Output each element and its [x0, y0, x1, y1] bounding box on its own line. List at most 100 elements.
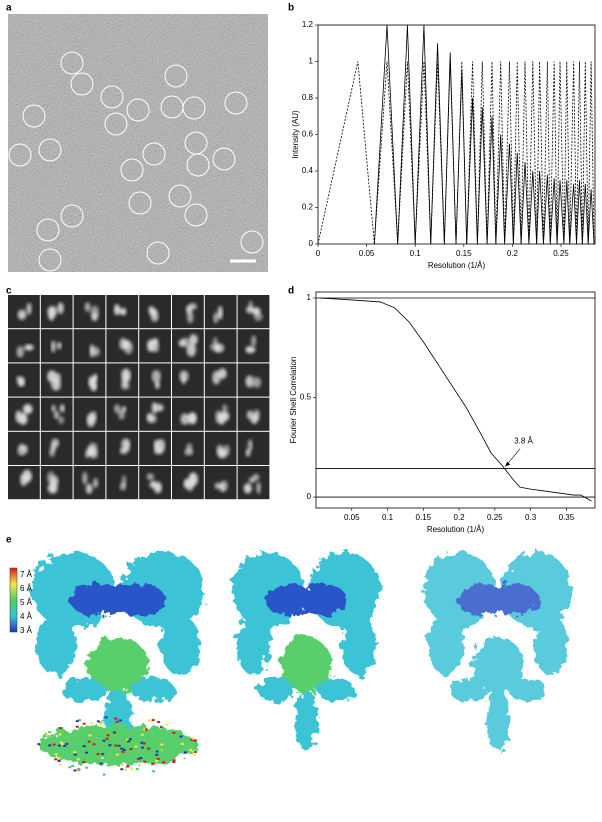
class-blob: [88, 373, 98, 392]
density-speck: [73, 753, 77, 756]
class-tile: [8, 329, 40, 363]
class-blob: [215, 404, 230, 425]
class-density: [50, 442, 56, 453]
class-density: [47, 305, 58, 318]
class-density: [217, 411, 226, 425]
annotation-arrowhead: [505, 461, 511, 467]
class-tile: [40, 431, 73, 465]
particle-circle: [186, 153, 210, 177]
density-speck: [59, 741, 63, 744]
particle-circle: [164, 64, 188, 88]
class-blob: [47, 471, 59, 494]
density-speck: [126, 738, 130, 741]
y-tick-label: 1: [309, 57, 314, 66]
density-speck: [102, 739, 106, 742]
class-blob: [146, 473, 162, 494]
density-speck: [161, 756, 165, 759]
panel-label: d: [288, 286, 294, 297]
density-speck: [181, 742, 185, 745]
class-density: [19, 443, 25, 451]
density-speck: [195, 748, 199, 751]
class-density: [245, 306, 256, 314]
class-blob: [243, 473, 261, 494]
x-tick-label: 0: [316, 249, 321, 258]
plot-frame: [315, 291, 596, 509]
class-blob: [180, 412, 197, 425]
class-density: [119, 307, 127, 316]
class-density: [15, 375, 22, 382]
class-density: [90, 305, 100, 319]
density-speck: [189, 752, 193, 755]
density-speck: [115, 753, 119, 756]
density-speck: [161, 724, 165, 727]
density-map: [424, 552, 572, 750]
x-axis-label: Resolution (1/Å): [427, 525, 485, 534]
density-speck: [85, 766, 89, 769]
class-blob: [47, 302, 64, 321]
class-density: [18, 412, 28, 425]
y-axis-label: Fourier Shell Correlation: [289, 357, 298, 444]
class-density: [151, 370, 161, 383]
class-density: [189, 334, 198, 345]
class-blob: [184, 443, 194, 456]
class-blob: [49, 438, 60, 457]
density-speck: [57, 759, 61, 762]
density-speck: [143, 760, 147, 763]
class-tile: [73, 329, 106, 363]
density-speck: [75, 725, 79, 728]
class-blob: [212, 368, 227, 385]
density-speck: [101, 721, 105, 724]
density-speck: [155, 759, 159, 762]
class-density: [214, 482, 223, 490]
class-density: [256, 481, 261, 494]
density-speck: [189, 748, 193, 751]
density-speck: [107, 740, 111, 743]
density-speck: [58, 727, 62, 730]
class-blob: [51, 404, 65, 424]
density-speck: [48, 731, 52, 734]
density-speck: [165, 723, 169, 726]
class-density: [85, 483, 93, 495]
colorbar: [9, 567, 18, 633]
class-density: [180, 413, 190, 425]
density-blob: [509, 678, 547, 702]
class-density: [118, 409, 125, 420]
class-density: [16, 346, 24, 358]
class-blob: [114, 404, 127, 420]
density-speck: [143, 728, 147, 731]
density-speck: [115, 720, 119, 723]
density-speck: [60, 743, 64, 746]
particle-circle: [212, 147, 236, 171]
class-density: [54, 410, 59, 420]
class-density: [82, 471, 88, 485]
class-blob: [84, 442, 99, 459]
density-speck: [73, 751, 77, 754]
density-speck: [71, 765, 75, 768]
density-speck: [110, 720, 114, 723]
class-density: [57, 302, 64, 314]
density-speck: [160, 743, 164, 746]
density-speck: [118, 719, 122, 722]
density-speck: [147, 719, 151, 722]
class-blob: [15, 403, 33, 425]
class-density: [121, 475, 127, 488]
class-density: [246, 375, 255, 388]
density-speck: [102, 773, 106, 776]
density-speck: [152, 770, 156, 773]
particle-circle: [38, 248, 62, 272]
particle-circle: [184, 203, 208, 227]
density-speck: [193, 751, 197, 754]
particle-circle: [60, 51, 84, 75]
density-blob: [236, 615, 271, 675]
density-speck: [128, 738, 132, 741]
class-density: [58, 416, 65, 424]
density-speck: [82, 758, 86, 761]
class-density: [219, 480, 229, 492]
density-blob: [294, 690, 318, 750]
x-tick-label: 0.25: [487, 513, 503, 522]
class-tile: [237, 431, 270, 465]
density-speck: [136, 757, 140, 760]
density-speck: [155, 753, 159, 756]
class-density: [245, 448, 251, 457]
class-blob: [216, 444, 230, 459]
